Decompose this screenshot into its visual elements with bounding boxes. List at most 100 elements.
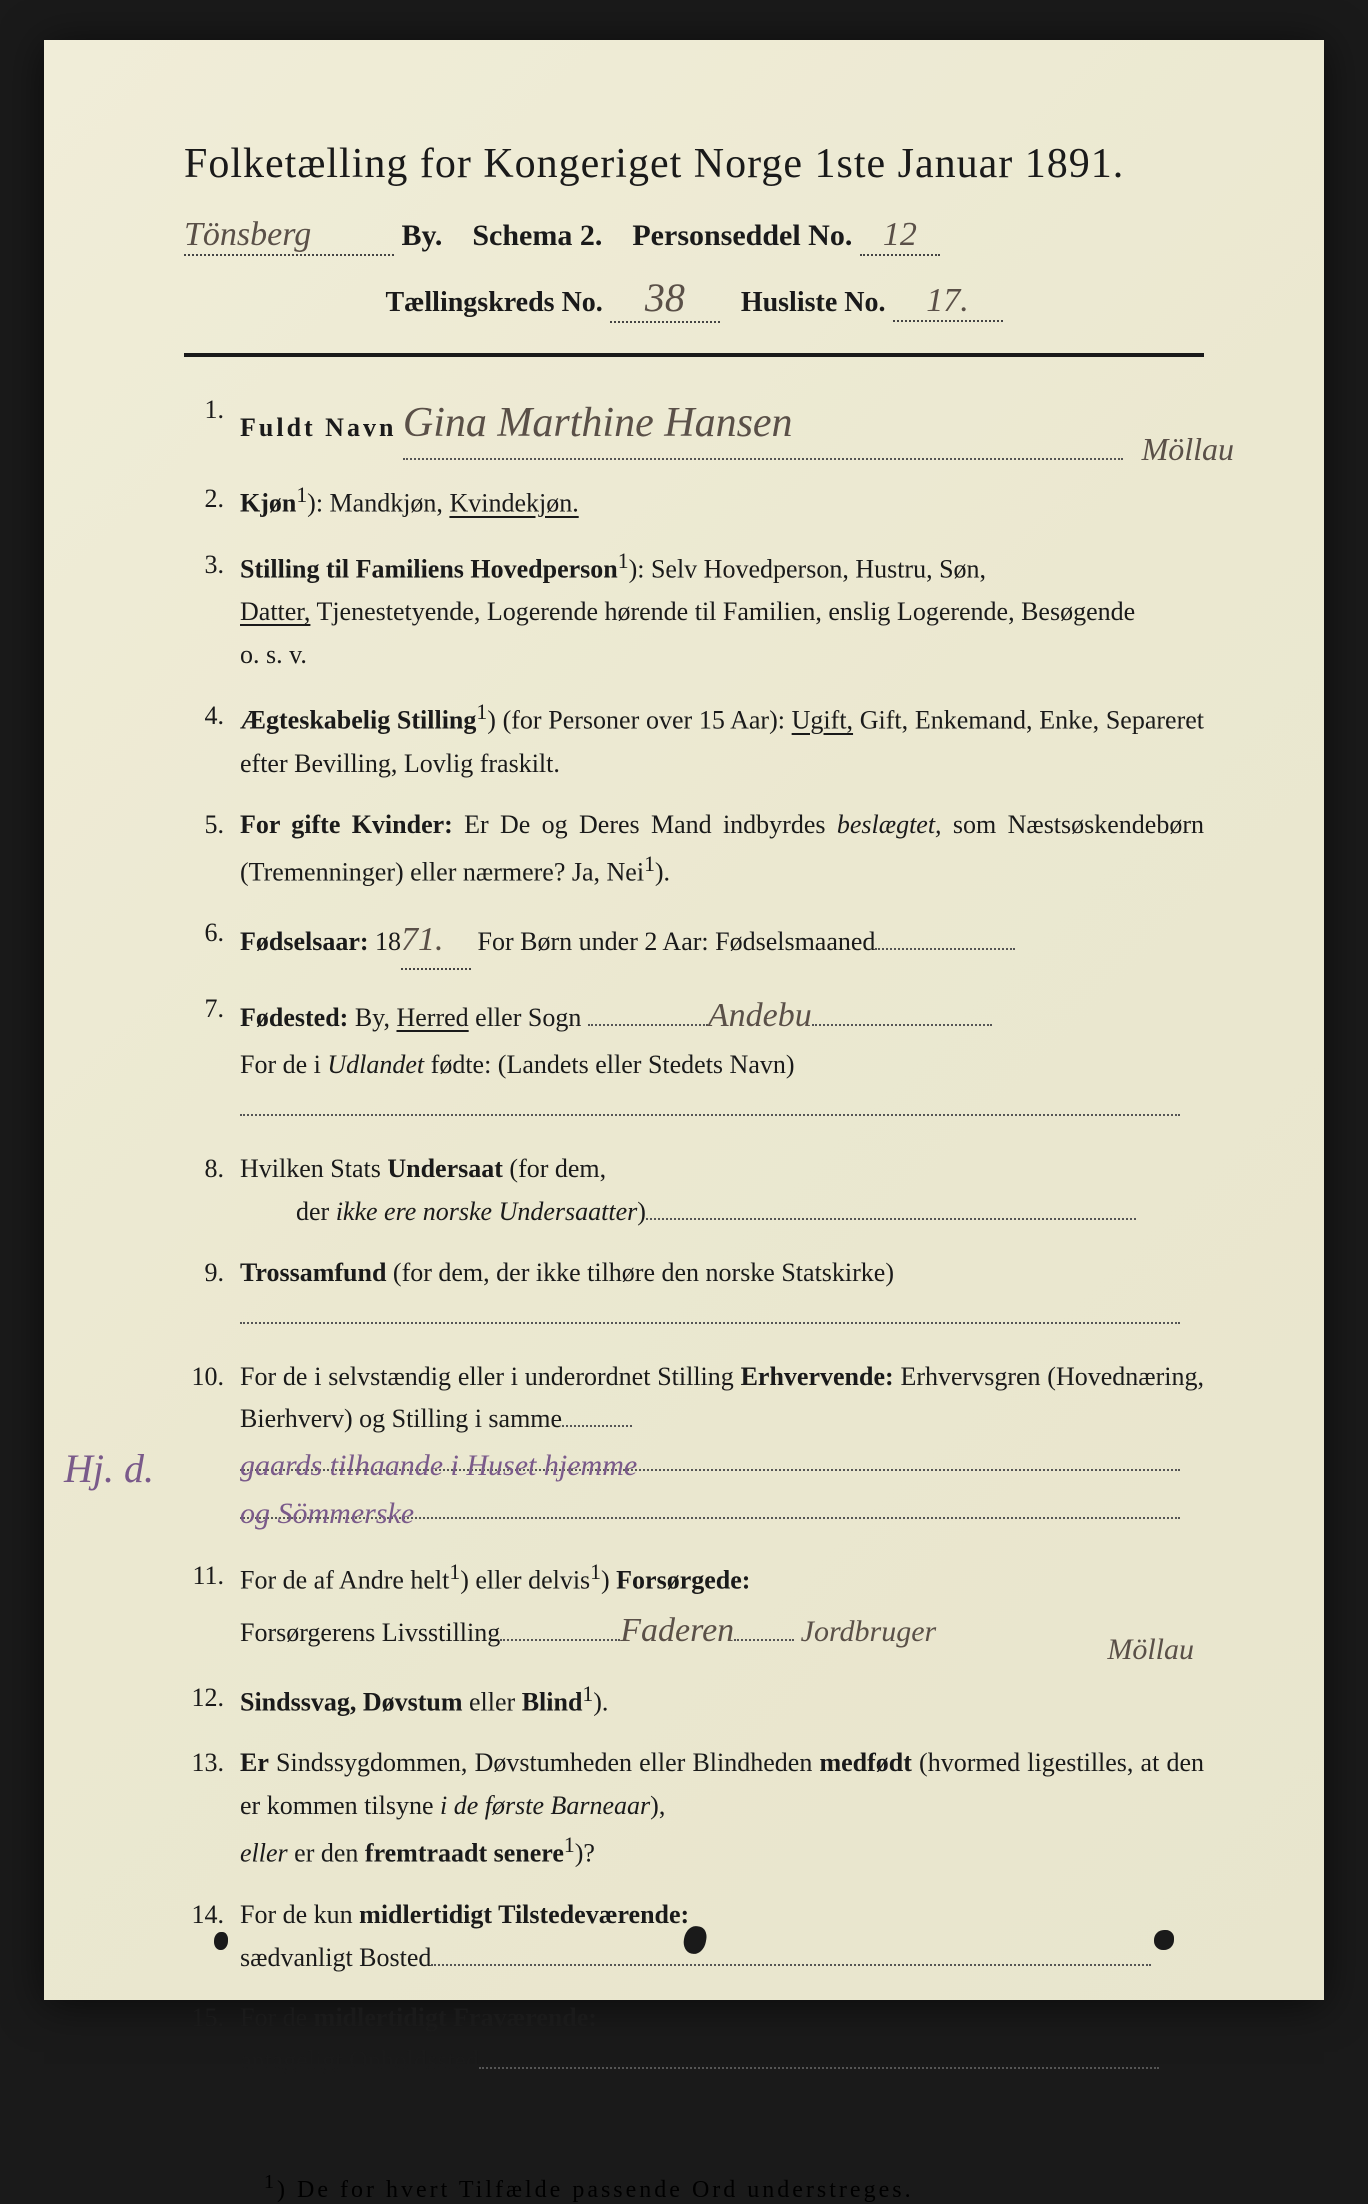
header-row-2: Tællingskreds No. 38 Husliste No. 17. [184,274,1204,323]
selected-herred: Herred [396,1003,468,1032]
label-fuldt-navn: Fuldt Navn [240,413,396,442]
text: ). [593,1687,608,1716]
label-trossamfund: Trossamfund [240,1258,386,1287]
text: Forsørgerens Livsstilling [240,1618,500,1647]
text: sædvanligt Bosted [240,1943,431,1972]
form-title: Folketælling for Kongeriget Norge 1ste J… [184,140,1204,188]
item-number: 3. [184,544,240,677]
birthplace-handwritten: Andebu [708,997,812,1034]
name-handwritten-2: Möllau [1142,423,1234,476]
label-forsorgede: Forsørgede: [616,1566,750,1595]
text-italic: beslægtet, [837,810,942,839]
text: For de i selvstændig eller i underordnet… [240,1362,741,1391]
husliste-label: Husliste No. [741,287,886,318]
divider-rule [184,353,1204,357]
item-10: 10. For de i selvstændig eller i underor… [184,1356,1204,1538]
item-1: 1. Fuldt Navn Gina Marthine Hansen Mölla… [184,389,1204,460]
text: For Børn under 2 Aar: Fødselsmaaned [471,927,875,956]
footnote: 1) De for hvert Tilfælde passende Ord un… [184,2171,1204,2204]
label-tilstedevaerende: midlertidigt Tilstedeværende: [359,1900,689,1929]
text: ), [650,1791,665,1820]
item-number: 14. [184,1894,240,1980]
label-aegteskab: Ægteskabelig Stilling [240,706,476,735]
item-11: 11. For de af Andre helt1) eller delvis1… [184,1555,1204,1659]
item-number: 12. [184,1677,240,1725]
item-15: 15. For de midlertidigt Fraværende: anta… [184,1997,1204,2083]
text-italic: eller [240,1839,288,1868]
text: ) [601,1566,616,1595]
item-4: 4. Ægteskabelig Stilling1) (for Personer… [184,695,1204,785]
sup: 1 [590,1560,601,1584]
text: ): Mandkjøn, [307,489,449,518]
margin-note-handwritten: Hj. d. [64,1436,154,1502]
city-handwritten: Tönsberg [184,216,311,253]
sup: 1 [296,483,307,507]
selected-kvindekjon: Kvindekjøn. [449,489,578,518]
kreds-label: Tællingskreds No. [385,287,602,318]
text: Er De og Deres Mand indbyrdes [453,810,837,839]
provider-note-handwritten: Möllau [1107,1625,1194,1675]
sup: 1 [476,700,487,724]
item-number: 6. [184,912,240,970]
text: Tjenestetyende, Logerende hørende til Fa… [310,597,1135,626]
text-italic: ikke ere norske Undersaatter [336,1197,638,1226]
text: By, [348,1003,396,1032]
sup: 1 [264,2171,277,2193]
item-number: 7. [184,988,240,1130]
text: ): Selv Hovedperson, Hustru, Søn, [629,555,986,584]
census-form-page: Folketælling for Kongeriget Norge 1ste J… [44,40,1324,2000]
footer-rule [554,2119,834,2121]
text: For de i [240,1050,327,1079]
label-stilling: Stilling til Familiens Hovedperson [240,555,618,584]
item-number: 10. [184,1356,240,1538]
ink-blot [214,1932,228,1950]
label-medfodt: medfødt [819,1748,911,1777]
item-3: 3. Stilling til Familiens Hovedperson1):… [184,544,1204,677]
text: eller [463,1687,522,1716]
item-7: 7. Fødested: By, Herred eller Sogn Andeb… [184,988,1204,1130]
item-9: 9. Trossamfund (for dem, der ikke tilhør… [184,1252,1204,1338]
item-12: 12. Sindssvag, Døvstum eller Blind1). [184,1677,1204,1725]
item-13: 13. Er Sindssygdommen, Døvstumheden elle… [184,1742,1204,1875]
item-number: 13. [184,1742,240,1875]
item-number: 4. [184,695,240,785]
selected-ugift: Ugift, [792,706,853,735]
occupation-handwritten-2: og Sömmerske [240,1497,414,1530]
kreds-no: 38 [645,275,685,320]
text: ) (for Personer over 15 Aar): [487,706,791,735]
item-number: 9. [184,1252,240,1338]
item-8: 8. Hvilken Stats Undersaat (for dem, der… [184,1148,1204,1234]
text: eller Sogn [469,1003,582,1032]
text: antageligt Opholdssted [240,2046,479,2075]
label-sindssvag: Sindssvag, Døvstum [240,1687,463,1716]
name-handwritten: Gina Marthine Hansen [403,400,793,446]
ink-blot [1154,1930,1174,1950]
sup: 1 [564,1833,575,1857]
label-fodested: Fødested: [240,1003,348,1032]
label-kjon: Kjøn [240,489,296,518]
label-gifte-kvinder: For gifte Kvinder: [240,810,453,839]
item-number: 15. [184,1997,240,2083]
provider-occupation-handwritten: Jordbruger [801,1615,937,1648]
label-fremtraadt: fremtraadt senere [365,1839,564,1868]
label-erhvervende: Erhvervende: [741,1362,894,1391]
text: er den [288,1839,365,1868]
husliste-no: 17. [926,282,969,319]
text: Sindssygdommen, Døvstumheden eller Blind… [269,1748,820,1777]
text: (for dem, der ikke tilhøre den norske St… [386,1258,894,1287]
label-blind: Blind [522,1687,583,1716]
item-2: 2. Kjøn1): Mandkjøn, Kvindekjøn. [184,478,1204,526]
text: For de kun [240,1900,359,1929]
text: Hvilken Stats [240,1154,387,1183]
selected-datter: Datter, [240,597,310,626]
by-label: By. [402,219,443,252]
year-handwritten: 71. [401,921,444,958]
text: ) [637,1197,646,1226]
sup: 1 [618,549,629,573]
item-number: 11. [184,1555,240,1659]
text: ) eller delvis [460,1566,590,1595]
item-number: 5. [184,804,240,894]
text: (for dem, [503,1154,606,1183]
label-er: Er [240,1748,269,1777]
year-prefix: 18 [375,927,401,956]
